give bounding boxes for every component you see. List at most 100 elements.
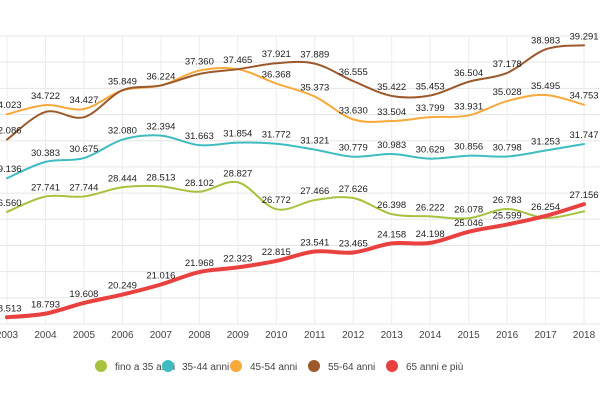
data-label: 33.931	[454, 101, 483, 112]
legend-label: 45-54 anni	[250, 362, 297, 373]
data-label: 37.889	[300, 50, 329, 61]
data-label: 29.136	[0, 164, 22, 175]
grid	[0, 35, 600, 325]
data-label: 34.023	[0, 100, 22, 111]
data-label: 32.394	[146, 122, 175, 133]
x-tick-label: 2008	[188, 330, 211, 341]
data-label: 33.799	[416, 103, 445, 114]
x-tick-label: 2017	[534, 330, 557, 341]
x-tick-label: 2011	[304, 330, 326, 341]
data-label: 26.078	[454, 204, 483, 215]
data-label: 37.921	[262, 49, 291, 60]
legend-marker	[386, 360, 398, 372]
data-label: 30.629	[416, 145, 445, 156]
x-tick-label: 2010	[265, 330, 288, 341]
data-label: 25.046	[454, 218, 483, 229]
data-label: 31.253	[531, 137, 560, 148]
data-label: 18.793	[31, 300, 60, 311]
x-tick-label: 2009	[227, 330, 250, 341]
data-label: 33.630	[339, 105, 368, 116]
data-label: 28.827	[223, 168, 252, 179]
legend-label: fino a 35 anni	[115, 362, 175, 373]
x-tick-label: 2016	[496, 330, 519, 341]
data-label: 35.495	[531, 81, 560, 92]
data-label: 26.772	[262, 195, 291, 206]
data-label: 21.968	[185, 258, 214, 269]
data-label: 32.080	[108, 126, 137, 137]
data-labels: 26.560 27.741 27.744 28.444 28.513 28.102 28.8…	[0, 31, 599, 314]
data-label: 18.513	[0, 303, 22, 314]
data-label: 31.747	[570, 130, 599, 141]
legend-label: 65 anni e più	[406, 362, 463, 373]
data-label: 23.541	[300, 237, 329, 248]
data-label: 31.772	[262, 130, 291, 141]
data-label: 32.086	[0, 126, 22, 137]
data-label: 26.560	[0, 198, 22, 209]
data-label: 30.675	[69, 144, 98, 155]
x-tick-label: 2004	[34, 330, 57, 341]
data-label: 31.854	[223, 129, 252, 140]
data-label: 31.321	[300, 136, 329, 147]
data-label: 37.465	[223, 55, 252, 66]
series-line-2	[6, 66, 586, 123]
legend-marker	[162, 360, 174, 372]
x-tick-label: 2012	[342, 330, 365, 341]
x-tick-label: 2015	[458, 330, 481, 341]
data-label: 28.444	[108, 173, 137, 184]
data-label: 36.555	[339, 67, 368, 78]
legend-marker	[308, 360, 320, 372]
data-label: 37.178	[493, 59, 522, 70]
data-label: 35.453	[416, 82, 445, 93]
data-label: 36.504	[454, 68, 483, 79]
x-tick-label: 2013	[381, 330, 404, 341]
data-label: 35.849	[108, 76, 137, 87]
data-label: 35.422	[377, 82, 406, 93]
series-lines	[5, 44, 587, 320]
data-label: 37.360	[185, 57, 214, 68]
data-label: 36.368	[262, 70, 291, 81]
series-line-0	[6, 180, 586, 220]
data-label: 30.779	[339, 143, 368, 154]
data-label: 34.753	[570, 91, 599, 102]
data-label: 26.398	[377, 200, 406, 211]
x-tick-label: 2014	[419, 330, 442, 341]
data-label: 27.156	[570, 190, 599, 201]
data-label: 38.983	[531, 35, 560, 46]
x-tick-label: 2005	[73, 330, 96, 341]
data-label: 26.254	[531, 202, 560, 213]
x-tick-label: 2007	[150, 330, 173, 341]
data-label: 26.783	[493, 195, 522, 206]
data-label: 24.198	[416, 229, 445, 240]
data-label: 35.373	[300, 83, 329, 94]
data-label: 39.291	[570, 31, 599, 42]
data-label: 19.608	[69, 289, 98, 300]
data-label: 24.158	[377, 229, 406, 240]
data-label: 28.102	[185, 178, 214, 189]
data-label: 28.513	[146, 172, 175, 183]
data-label: 27.466	[300, 186, 329, 197]
x-tick-label: 2003	[0, 330, 19, 341]
data-label: 25.599	[493, 211, 522, 222]
data-label: 26.222	[416, 202, 445, 213]
legend-marker	[95, 360, 107, 372]
legend-label: 35-44 anni	[182, 362, 229, 373]
data-label: 20.249	[108, 281, 137, 292]
series-line-4	[5, 202, 587, 320]
data-label: 34.722	[31, 91, 60, 102]
x-axis-ticks: 2003 2004 2005 2006 2007 2008 2009 2010 2011 2012…	[0, 330, 596, 341]
legend-marker	[230, 360, 242, 372]
legend: fino a 35 anni 35-44 anni 45-54 anni 55-64 …	[95, 360, 463, 373]
data-label: 22.815	[262, 247, 291, 258]
data-label: 33.504	[377, 107, 406, 118]
data-label: 31.663	[185, 131, 214, 142]
data-label: 30.383	[31, 148, 60, 159]
data-label: 27.626	[339, 184, 368, 195]
data-label: 27.744	[69, 182, 98, 193]
x-tick-label: 2006	[111, 330, 134, 341]
data-label: 22.323	[223, 253, 252, 264]
data-label: 23.465	[339, 238, 368, 249]
series-line-3	[6, 44, 586, 141]
data-label: 34.427	[69, 95, 98, 106]
data-label: 30.983	[377, 140, 406, 151]
